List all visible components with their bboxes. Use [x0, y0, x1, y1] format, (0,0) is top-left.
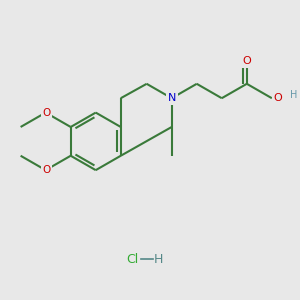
Text: N: N	[167, 93, 176, 103]
Text: H: H	[154, 253, 163, 266]
Text: O: O	[242, 56, 251, 67]
Text: O: O	[273, 93, 282, 103]
Text: Cl: Cl	[126, 253, 138, 266]
Text: O: O	[42, 165, 50, 175]
Text: O: O	[42, 108, 50, 118]
Text: H: H	[290, 90, 297, 100]
